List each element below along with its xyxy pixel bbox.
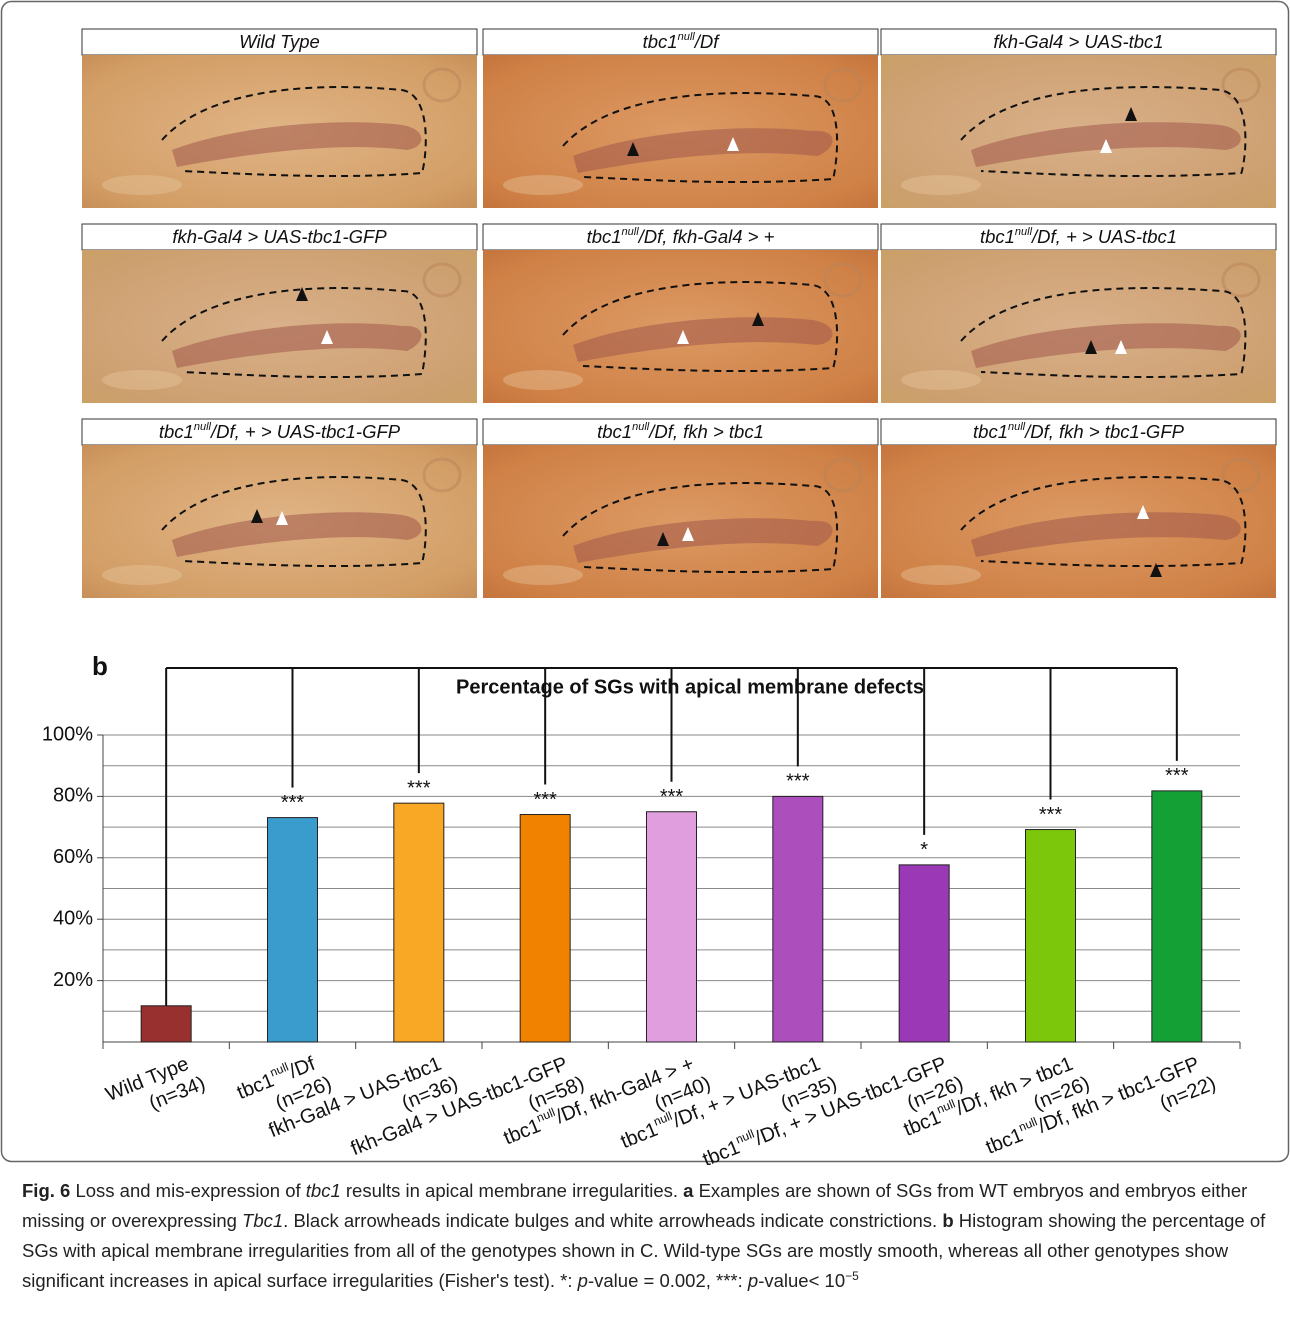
- bar: [268, 818, 318, 1042]
- micrograph: [881, 55, 1276, 208]
- texture: [102, 565, 182, 585]
- text-part: tbc1: [973, 421, 1008, 442]
- significance-label: ***: [786, 771, 810, 793]
- caption-text: tbc1: [306, 1180, 341, 1201]
- caption-text: Fig. 6: [22, 1180, 70, 1201]
- y-tick-label: 60%: [53, 846, 93, 868]
- significance-label: ***: [533, 789, 557, 811]
- micrograph: [483, 445, 878, 598]
- texture: [503, 175, 583, 195]
- text-part: /Df: [693, 31, 721, 52]
- text-part: /Df, fkh > tbc1: [647, 421, 764, 442]
- superscript: null: [632, 421, 650, 433]
- superscript: null: [622, 226, 640, 238]
- chart-title: Percentage of SGs with apical membrane d…: [456, 676, 924, 698]
- superscript: null: [1008, 421, 1026, 433]
- texture: [503, 370, 583, 390]
- text-part: /Df, fkh > tbc1-GFP: [1023, 421, 1185, 442]
- image-title: tbc1null/Df, fkh > tbc1: [597, 421, 764, 442]
- significance-label: *: [920, 839, 928, 861]
- page: {"panel_a": {"label": "a", "titles": [["…: [0, 0, 1290, 1341]
- micrograph: [881, 445, 1276, 598]
- significance-label: ***: [660, 786, 684, 808]
- caption: Fig. 6 Loss and mis-expression of tbc1 r…: [22, 1176, 1272, 1296]
- micrograph: [82, 55, 477, 208]
- texture: [102, 175, 182, 195]
- caption-text: -value = 0.002, ***:: [588, 1270, 748, 1291]
- texture: [901, 370, 981, 390]
- x-tick-label: Wild Type(n=34): [103, 1050, 209, 1128]
- bar: [647, 812, 697, 1042]
- image-title: Wild Type: [239, 31, 320, 52]
- text-part: fkh-Gal4 > UAS-tbc1-GFP: [172, 226, 387, 247]
- image-title: fkh-Gal4 > UAS-tbc1: [993, 31, 1163, 52]
- y-tick-label: 20%: [53, 969, 93, 991]
- text-part: tbc1: [597, 421, 632, 442]
- superscript: null: [194, 421, 212, 433]
- text-part: /Df, fkh-Gal4 > +: [637, 226, 775, 247]
- bar: [394, 803, 444, 1042]
- significance-label: ***: [281, 792, 305, 814]
- image-title: tbc1null/Df, fkh-Gal4 > +: [587, 226, 775, 247]
- caption-text: . Black arrowheads indicate bulges and w…: [283, 1210, 942, 1231]
- micrograph: [82, 445, 477, 598]
- texture: [102, 370, 182, 390]
- caption-text: b: [942, 1210, 953, 1231]
- text-part: /Df, + > UAS-tbc1-GFP: [209, 421, 401, 442]
- superscript: null: [1015, 226, 1033, 238]
- caption-text: -value< 10: [758, 1270, 845, 1291]
- micrograph: [82, 250, 477, 403]
- bar: [1152, 791, 1202, 1042]
- image-title: fkh-Gal4 > UAS-tbc1-GFP: [172, 226, 387, 247]
- caption-text: −5: [845, 1269, 859, 1283]
- micrograph: [483, 55, 878, 208]
- caption-text: results in apical membrane irregularitie…: [341, 1180, 683, 1201]
- text-part: /Df, + > UAS-tbc1: [1030, 226, 1177, 247]
- caption-text: Loss and mis-expression of: [70, 1180, 305, 1201]
- text-part: tbc1: [587, 226, 622, 247]
- text-part: fkh-Gal4 > UAS-tbc1: [993, 31, 1163, 52]
- caption-text: p: [578, 1270, 588, 1291]
- y-tick-label: 100%: [42, 723, 93, 745]
- text-part: tbc1: [643, 31, 678, 52]
- text-part: tbc1: [980, 226, 1015, 247]
- image-title: tbc1null/Df, fkh > tbc1-GFP: [973, 421, 1185, 442]
- bar: [773, 796, 823, 1042]
- bar: [520, 815, 570, 1042]
- panel-label: b: [92, 651, 108, 681]
- y-tick-label: 40%: [53, 907, 93, 929]
- figure: a b Percentage of SGs with apical membra…: [0, 0, 1290, 1165]
- texture: [901, 565, 981, 585]
- significance-label: ***: [407, 777, 431, 799]
- text-part: tbc1: [159, 421, 194, 442]
- caption-text: Tbc1: [242, 1210, 283, 1231]
- bar: [899, 865, 949, 1042]
- text-part: Wild Type: [239, 31, 320, 52]
- bar: [1026, 830, 1076, 1042]
- significance-label: ***: [1039, 804, 1063, 826]
- texture: [901, 175, 981, 195]
- superscript: null: [678, 31, 696, 43]
- image-title: tbc1null/Df, + > UAS-tbc1: [980, 226, 1177, 247]
- caption-text: p: [748, 1270, 758, 1291]
- micrograph: [483, 250, 878, 403]
- bar: [141, 1006, 191, 1042]
- x-tick-label: tbc1null/Df, fkh > tbc1-GFP(n=22): [982, 1047, 1219, 1165]
- y-tick-label: 80%: [53, 785, 93, 807]
- caption-text: a: [683, 1180, 693, 1201]
- micrograph: [881, 250, 1276, 403]
- significance-label: ***: [1165, 765, 1189, 787]
- texture: [503, 565, 583, 585]
